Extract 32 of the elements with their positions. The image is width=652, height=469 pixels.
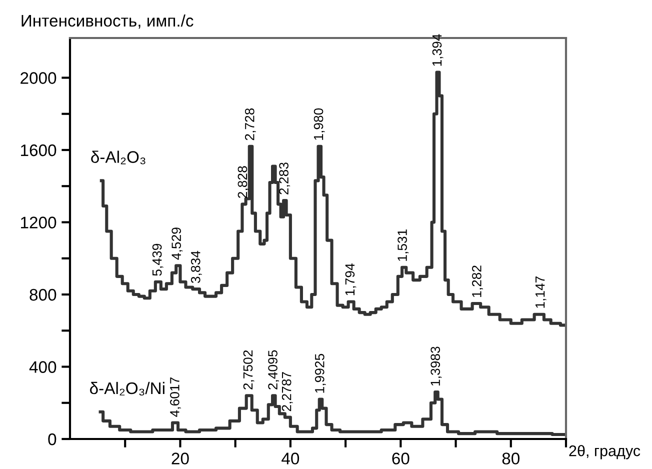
annotation: 4,529 xyxy=(172,228,183,260)
annotation: 2,4095 xyxy=(268,350,280,390)
annotation: 4,6017 xyxy=(170,377,181,417)
annotation: 3,834 xyxy=(190,250,202,284)
y-tick-label: 400 xyxy=(29,361,56,373)
annotation: 5,439 xyxy=(152,244,164,276)
annotation: 1,531 xyxy=(398,229,409,261)
y-tick-label: 1600 xyxy=(21,144,56,156)
annotation: 2,828 xyxy=(238,166,249,198)
y-axis-title: Интенсивность, имп./с xyxy=(22,14,194,29)
annotation: 2,728 xyxy=(244,108,256,140)
y-tick-label: 1200 xyxy=(21,216,56,228)
y-tick-label: 2000 xyxy=(20,72,56,84)
annotation: 1,3983 xyxy=(430,346,442,386)
x-axis-title: 2θ, градус xyxy=(569,445,640,460)
annotation: 2,7502 xyxy=(243,350,254,390)
annotation: 1,9925 xyxy=(314,354,326,393)
annotation: 2,2787 xyxy=(282,372,293,412)
annotation: 1,282 xyxy=(472,266,483,297)
x-tick-label: 40 xyxy=(282,452,300,464)
series-label: δ-Al₂O₃/Ni xyxy=(90,382,164,396)
y-tick-label: 0 xyxy=(48,433,56,446)
annotation: 1,794 xyxy=(345,264,356,296)
x-tick-label: 80 xyxy=(502,452,520,464)
x-tick-label: 20 xyxy=(172,452,189,464)
annotation: 1,980 xyxy=(314,108,325,140)
series-label: δ-Al₂O₃ xyxy=(91,150,146,164)
y-tick-label: 800 xyxy=(30,288,56,301)
annotation: 1,394 xyxy=(432,34,444,66)
annotation: 2,283 xyxy=(279,162,290,194)
x-tick-label: 60 xyxy=(392,452,410,464)
annotation: 1,147 xyxy=(536,276,546,308)
